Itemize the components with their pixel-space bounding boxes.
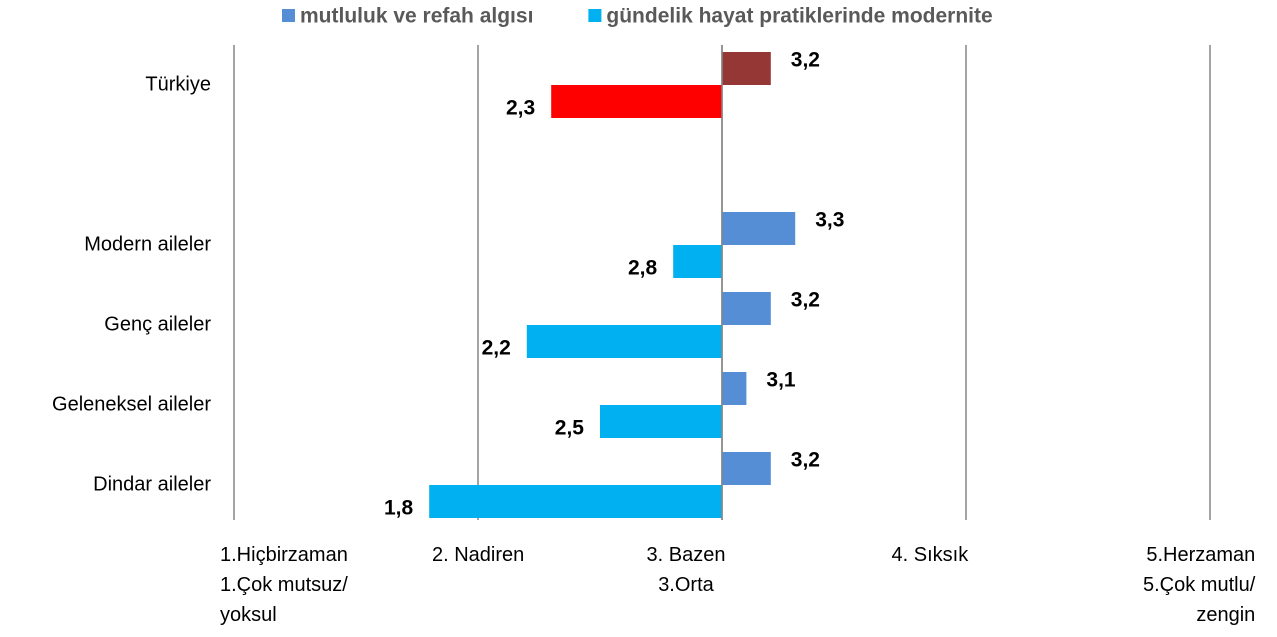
category-label: Dindar aileler xyxy=(93,473,211,495)
legend-label: gündelik hayat pratiklerinde modernite xyxy=(606,5,992,28)
bar xyxy=(722,52,771,85)
x-tick-label: 4. Sıksık xyxy=(891,544,969,566)
category-label: Türkiye xyxy=(145,73,211,95)
data-label: 2,2 xyxy=(482,337,511,360)
bar xyxy=(551,85,722,118)
data-label: 3,2 xyxy=(791,49,820,72)
bar xyxy=(673,245,722,278)
data-label: 3,2 xyxy=(791,449,820,472)
data-label: 3,1 xyxy=(766,369,796,392)
bar xyxy=(429,485,722,518)
data-label: 2,3 xyxy=(506,97,535,120)
legend-swatch xyxy=(282,9,295,22)
data-label: 3,3 xyxy=(815,209,844,232)
legend-label: mutluluk ve refah algısı xyxy=(300,5,533,28)
category-label: Geleneksel aileler xyxy=(52,393,211,415)
bar xyxy=(526,325,722,358)
x-tick-label: 3. Bazen 3.Orta xyxy=(646,544,726,596)
x-tick-label: 1.Hiçbirzaman 1.Çok mutsuz/ yoksul xyxy=(220,544,348,626)
data-label: 2,5 xyxy=(555,417,585,440)
data-label: 3,2 xyxy=(791,289,820,312)
category-label: Genç aileler xyxy=(104,313,211,335)
x-tick-label: 5.Herzaman 5.Çok mutlu/ zengin xyxy=(1143,544,1256,626)
bar xyxy=(600,405,722,438)
bar xyxy=(722,372,747,405)
bar xyxy=(722,292,771,325)
bar xyxy=(722,452,771,485)
category-label: Modern aileler xyxy=(84,233,211,255)
data-label: 2,8 xyxy=(628,257,658,280)
data-label: 1,8 xyxy=(384,497,414,520)
legend-swatch xyxy=(588,9,602,22)
x-tick-label: 2. Nadiren xyxy=(432,544,525,566)
bar xyxy=(722,212,796,245)
